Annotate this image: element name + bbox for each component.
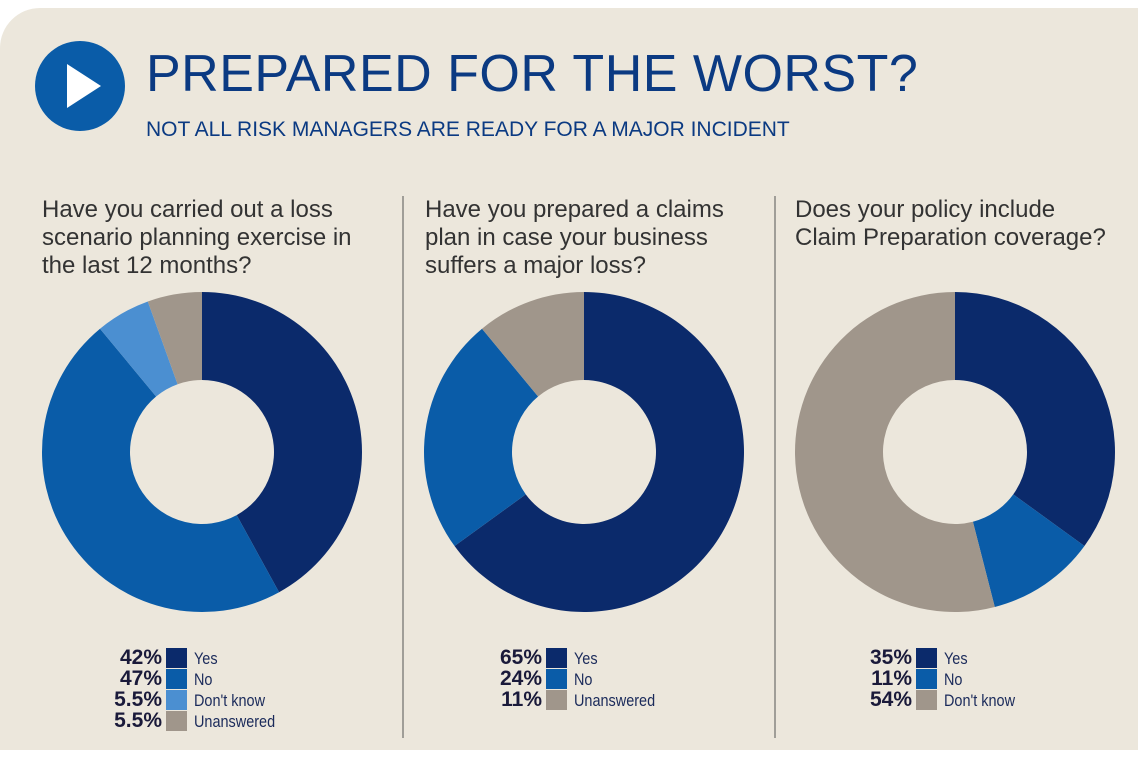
legend-label: No [194, 670, 213, 689]
legend-swatch [546, 690, 567, 710]
question: Have you prepared a claims plan in case … [425, 196, 724, 279]
legend-label: Don't know [944, 691, 1016, 710]
legend-swatch [546, 669, 567, 689]
icon-play [67, 64, 101, 108]
legend-label: Unanswered [194, 712, 276, 731]
value-label: 42% [119, 646, 162, 669]
donut-slice [795, 292, 995, 612]
legend-label: Don't know [194, 691, 266, 710]
title: PREPARED FOR THE WORST? [146, 45, 919, 103]
donut-slice [972, 494, 1085, 607]
legend-label: Yes [574, 649, 598, 668]
legend-swatch [166, 648, 187, 668]
value-label: 65% [499, 646, 542, 669]
value-label: 35% [869, 646, 912, 669]
donut-slice [202, 292, 362, 593]
question: Have you carried out a loss scenario pla… [42, 196, 352, 279]
value-label: 11% [501, 688, 542, 711]
legend-swatch [166, 711, 187, 731]
value-label: 5.5% [114, 688, 162, 711]
donut-slice [955, 292, 1115, 547]
legend-label: Yes [194, 649, 218, 668]
donut-slice [100, 301, 178, 397]
legend-label: Yes [944, 649, 968, 668]
value-label: 5.5% [114, 709, 162, 732]
donut-slice [482, 292, 584, 397]
legend-swatch [916, 690, 937, 710]
legend-label: No [944, 670, 963, 689]
value-label: 47% [119, 667, 162, 690]
legend-label: No [574, 670, 593, 689]
value-label: 11% [871, 667, 912, 690]
donut-slice [42, 328, 280, 612]
legend-swatch [916, 648, 937, 668]
donut-slice [147, 292, 202, 385]
donut-slice [424, 328, 539, 547]
donut-slice [454, 292, 744, 612]
subtitle: NOT ALL RISK MANAGERS ARE READY FOR A MA… [146, 118, 790, 141]
legend-swatch [166, 690, 187, 710]
question: Does your policy include Claim Preparati… [795, 196, 1106, 251]
value-label: 24% [499, 667, 542, 690]
legend-swatch [166, 669, 187, 689]
legend-label: Unanswered [574, 691, 656, 710]
value-label: 54% [869, 688, 912, 711]
legend-swatch [546, 648, 567, 668]
legend-swatch [916, 669, 937, 689]
